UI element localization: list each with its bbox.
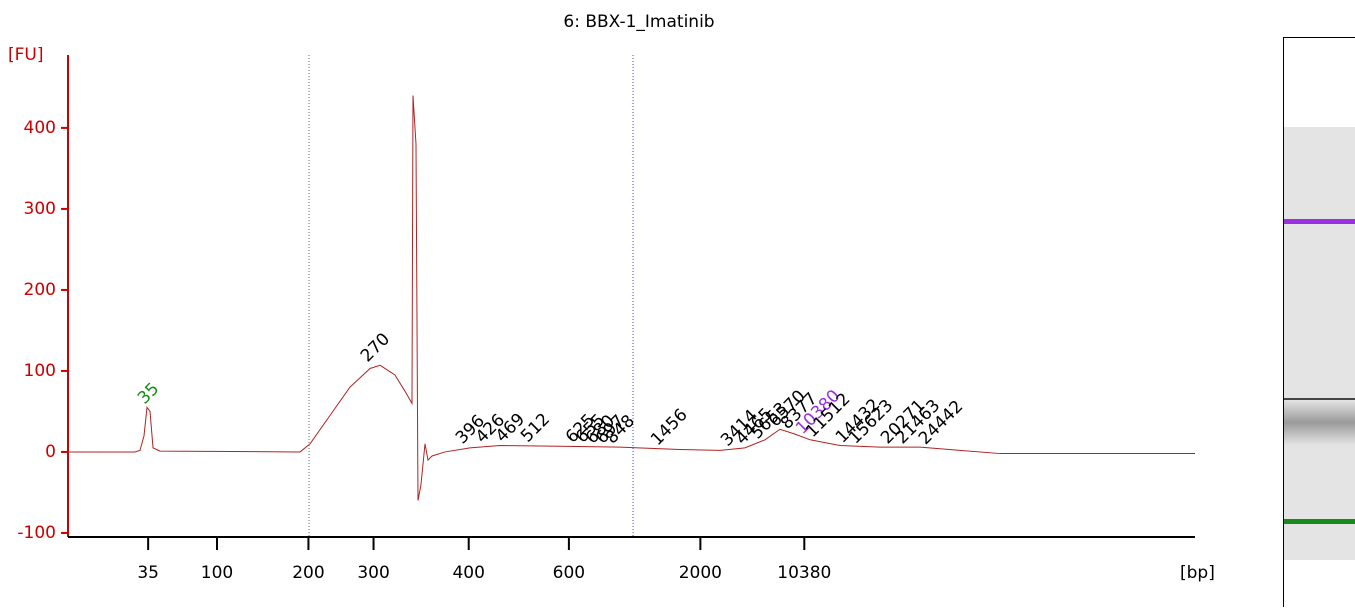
lower-marker-band xyxy=(1284,519,1355,524)
y-tick-label: 300 xyxy=(24,199,56,219)
y-tick-label: 400 xyxy=(24,118,56,138)
x-tick-label: 300 xyxy=(357,563,389,583)
x-tick-label: 100 xyxy=(201,563,233,583)
peak-label: 512 xyxy=(517,409,554,446)
y-tick-label: 200 xyxy=(24,280,56,300)
trace xyxy=(68,96,1195,501)
lane-background xyxy=(1284,127,1355,560)
x-tick-label: 10380 xyxy=(777,563,831,583)
x-tick-label: 600 xyxy=(553,563,585,583)
y-tick-label: 100 xyxy=(24,361,56,381)
lane-band xyxy=(1284,398,1355,400)
peak-label: 270 xyxy=(357,329,394,366)
y-tick-label: 0 xyxy=(45,442,56,462)
upper-marker-band xyxy=(1284,219,1355,224)
peak-label: 35 xyxy=(134,379,163,408)
gel-lane xyxy=(1284,38,1355,608)
x-axis-label: [bp] xyxy=(1180,563,1215,583)
x-tick-label: 200 xyxy=(292,563,324,583)
x-tick-label: 2000 xyxy=(679,563,722,583)
peak-label: 1456 xyxy=(647,405,692,450)
y-tick-label: -100 xyxy=(17,523,56,543)
lane-band xyxy=(1284,400,1355,445)
y-axis-label: [FU] xyxy=(8,45,44,65)
x-tick-label: 400 xyxy=(452,563,484,583)
x-tick-label: 35 xyxy=(137,563,159,583)
chart-title: 6: BBX-1_Imatinib xyxy=(563,12,714,32)
